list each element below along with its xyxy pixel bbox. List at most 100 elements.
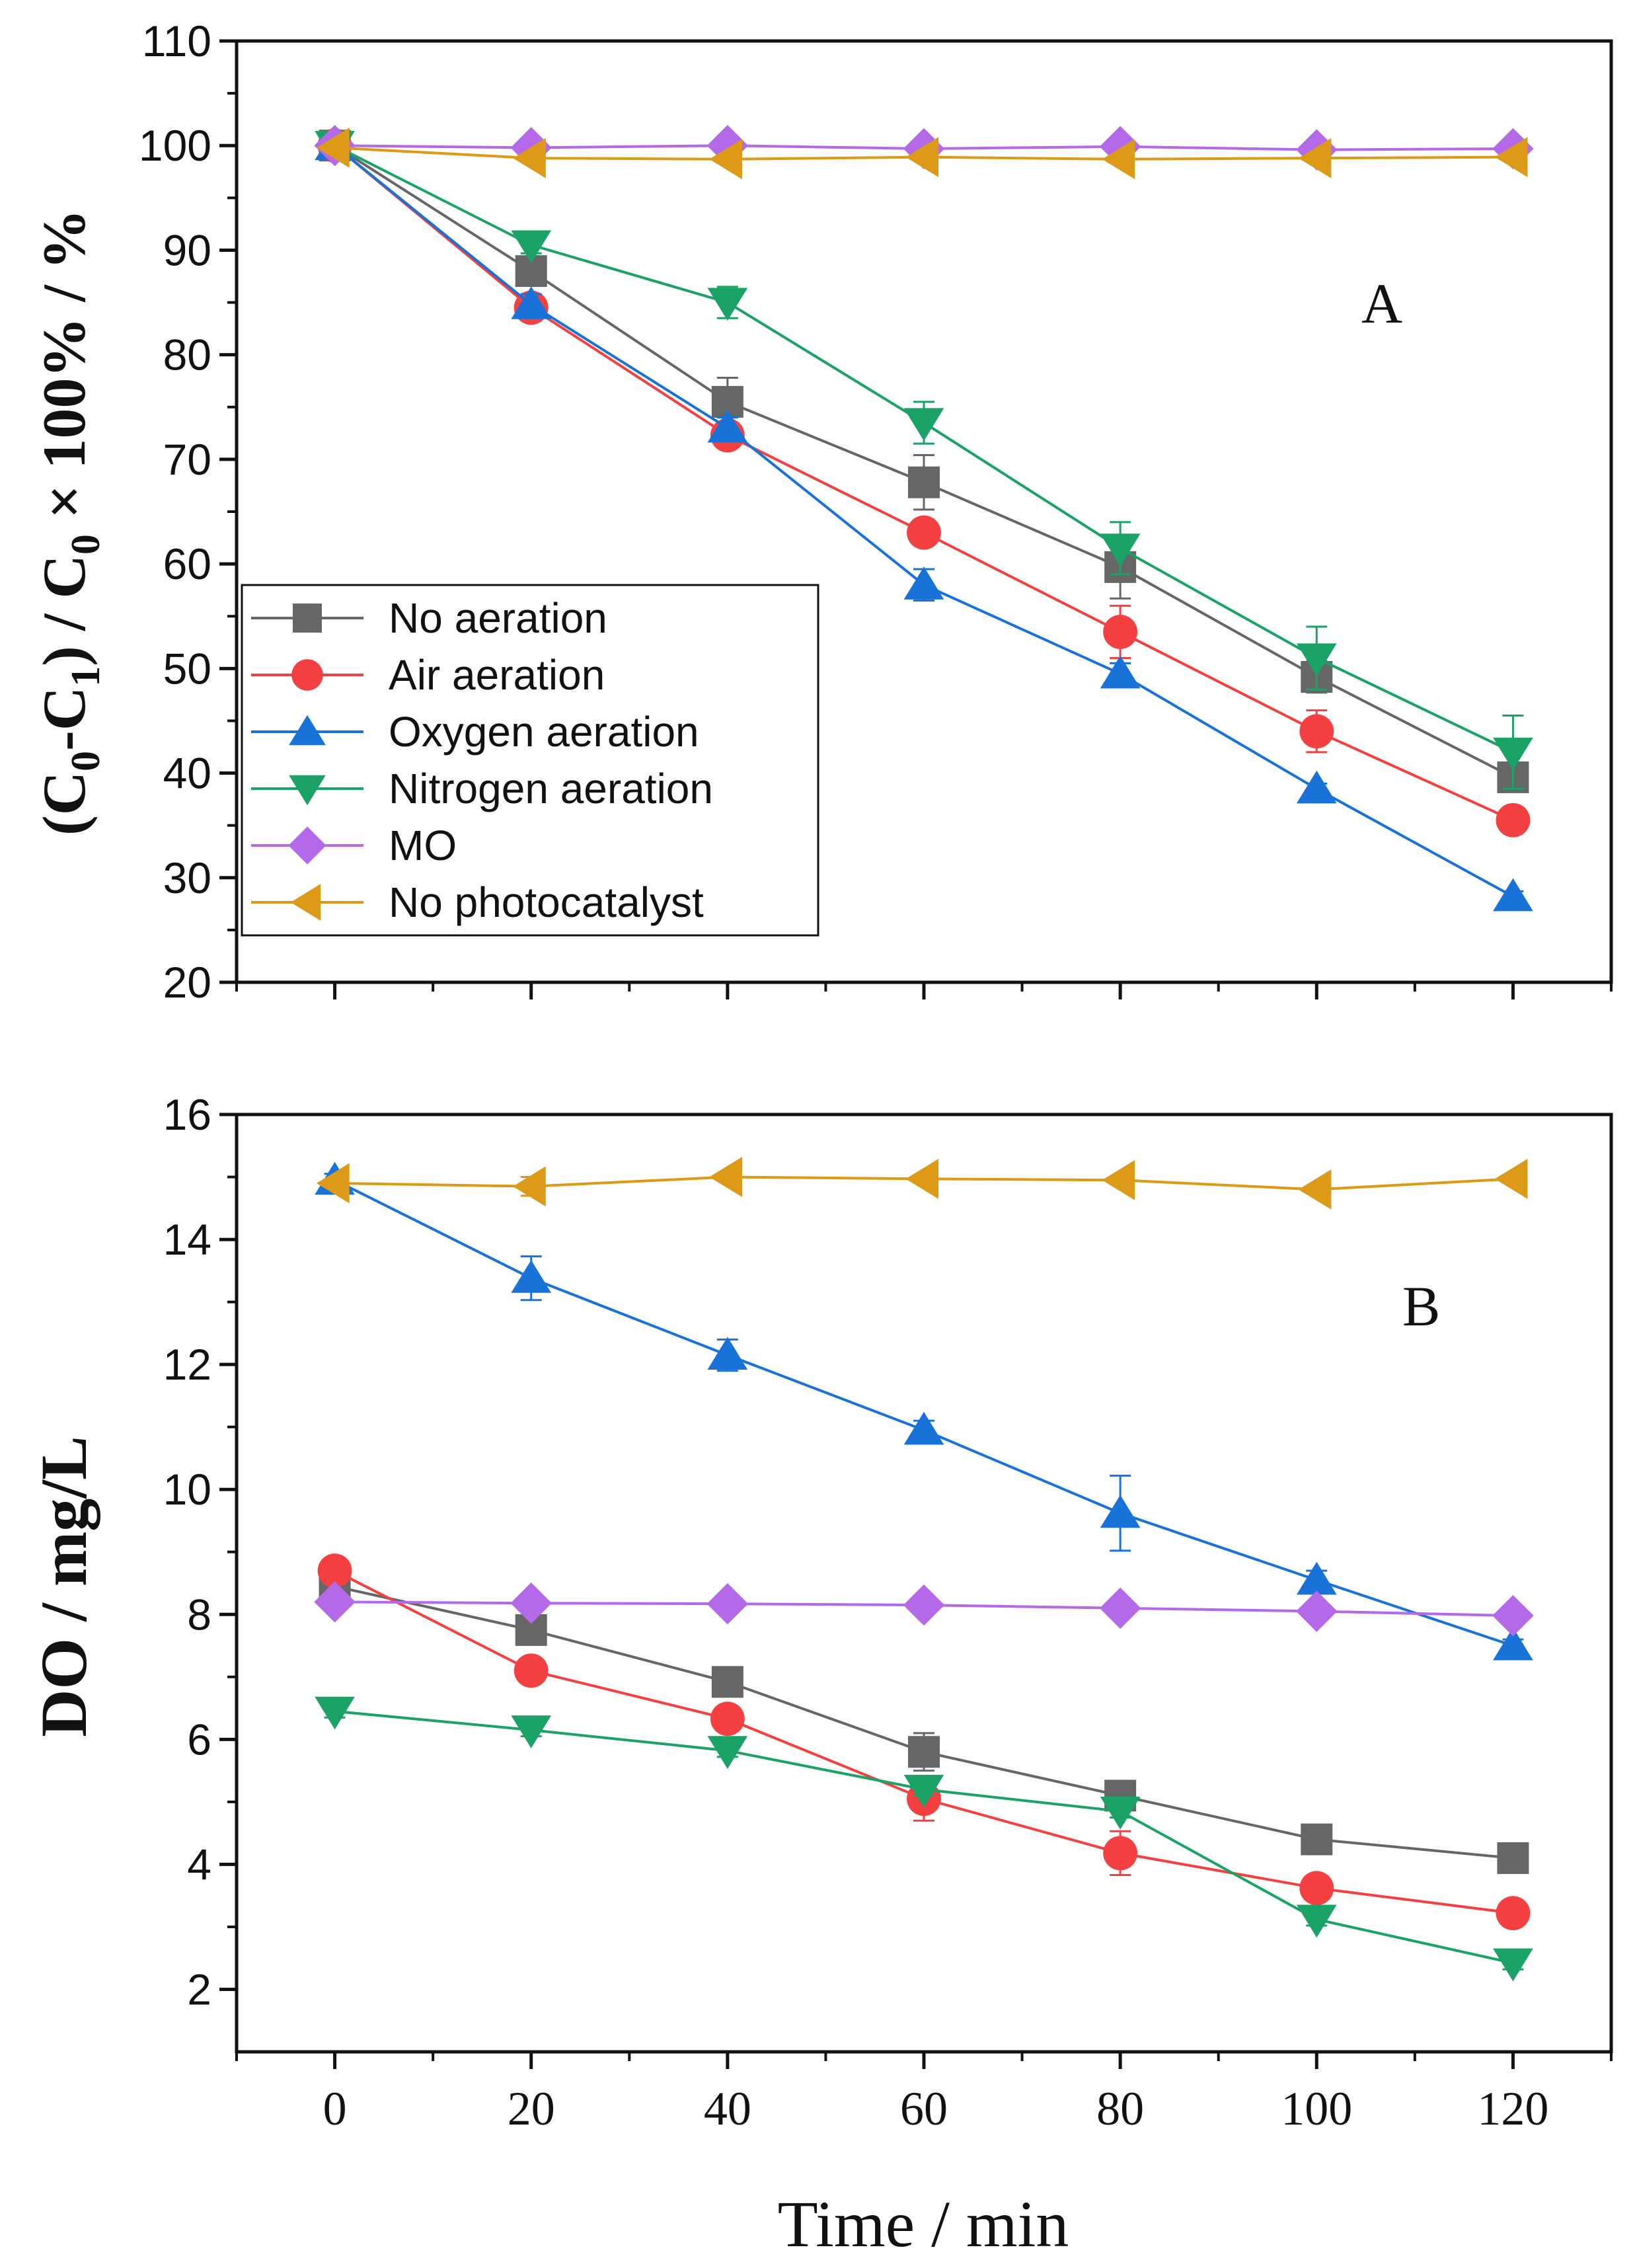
panel-a-y-axis-title: (C0-C1) / C0 × 100% / %	[30, 209, 108, 836]
y-tick-label: 90	[163, 225, 211, 274]
data-point	[1496, 1896, 1531, 1931]
legend: No aeration Air aeration Oxygen aeration Ni…	[241, 584, 819, 937]
y-tick-label: 110	[142, 17, 211, 65]
panel-a-letter: A	[1361, 272, 1402, 335]
ylabel-sub: 0	[63, 751, 108, 771]
data-point	[903, 567, 944, 600]
legend-item-mo: MO	[251, 822, 457, 869]
legend-marker	[289, 715, 326, 746]
panel-b-series	[314, 1157, 1534, 1982]
data-point	[707, 409, 748, 443]
legend-label: Nitrogen aeration	[389, 765, 713, 812]
data-point	[511, 286, 552, 319]
data-point	[317, 1553, 352, 1588]
series-no-photocatalyst	[316, 1157, 1528, 1210]
data-point	[315, 1696, 355, 1730]
data-point	[1102, 139, 1135, 180]
data-point	[1099, 126, 1141, 168]
y-tick-label: 50	[163, 644, 211, 693]
legend-box	[241, 584, 819, 937]
data-point	[510, 1583, 552, 1624]
x-tick-label: 80	[1096, 2082, 1144, 2135]
y-tick-label: 100	[139, 121, 211, 170]
data-point	[1493, 1948, 1533, 1982]
data-point	[1099, 1587, 1141, 1629]
data-point	[1296, 1561, 1337, 1595]
y-tick-label: 6	[187, 1715, 211, 1764]
data-point	[511, 1715, 552, 1748]
legend-item-oxygen-aeration: Oxygen aeration	[251, 708, 699, 756]
data-point	[1493, 737, 1533, 771]
y-tick-label: 12	[163, 1340, 211, 1389]
data-point	[511, 230, 552, 264]
y-tick-label: 10	[163, 1465, 211, 1514]
legend-label: Air aeration	[389, 651, 605, 699]
data-point	[707, 288, 748, 321]
ylabel-part: -C	[30, 687, 98, 751]
data-point	[709, 1157, 742, 1197]
panel-b-y-axis-title: DO / mg/L	[27, 1436, 100, 1737]
y-tick-label: 20	[163, 958, 211, 1007]
panel-a-axis-ticks: 20 30 40 50 60 70 80 90 100 110	[139, 17, 1613, 1007]
data-point	[908, 466, 940, 498]
legend-marker	[288, 826, 326, 865]
data-point	[1100, 533, 1141, 567]
data-point	[1494, 137, 1528, 177]
data-point	[1296, 1590, 1338, 1632]
ylabel-part: (C	[30, 771, 98, 836]
legend-marker	[293, 604, 322, 633]
legend-label: MO	[389, 822, 457, 869]
data-point	[513, 1166, 546, 1207]
data-point	[707, 1337, 748, 1370]
panel-b-letter: B	[1402, 1274, 1440, 1338]
legend-label: Oxygen aeration	[389, 708, 699, 756]
data-point	[1100, 655, 1141, 689]
y-tick-label: 80	[163, 331, 211, 379]
data-point	[1301, 1823, 1333, 1856]
data-point	[905, 1159, 939, 1199]
data-point	[1493, 1627, 1533, 1661]
ylabel-sub: 0	[63, 534, 108, 555]
data-point	[1100, 1796, 1141, 1830]
x-tick-label: 20	[508, 2082, 555, 2135]
legend-item-no-photocatalyst: No photocatalyst	[251, 879, 704, 926]
y-tick-label: 30	[163, 853, 211, 902]
data-point	[903, 1411, 944, 1445]
legend-item-air-aeration: Air aeration	[251, 651, 605, 699]
x-tick-label: 60	[900, 2082, 948, 2135]
y-tick-label: 14	[163, 1215, 211, 1264]
series-no-photocatalyst	[316, 128, 1528, 180]
data-point	[1299, 714, 1334, 749]
panel-a-series	[314, 125, 1534, 912]
legend-item-no-aeration: No aeration	[251, 594, 607, 642]
data-point	[316, 128, 350, 168]
legend-item-nitrogen-aeration: Nitrogen aeration	[251, 765, 713, 812]
ylabel-part: ) / C	[30, 555, 98, 666]
data-point	[903, 1584, 945, 1626]
data-point	[1497, 1842, 1529, 1874]
ylabel-part: × 100% / %	[30, 209, 98, 534]
data-point	[711, 1666, 743, 1698]
data-point	[1298, 137, 1332, 178]
legend-marker	[291, 659, 323, 691]
series-nitrogen-aeration	[315, 1696, 1533, 1982]
x-tick-label: 0	[323, 2082, 347, 2135]
data-point	[1296, 770, 1337, 804]
y-tick-label: 8	[187, 1590, 211, 1639]
data-point	[1492, 1594, 1534, 1637]
data-point	[1494, 1159, 1528, 1199]
data-point	[1102, 1159, 1135, 1200]
y-tick-label: 4	[187, 1840, 211, 1889]
data-point	[1299, 1871, 1334, 1906]
data-point	[1298, 1169, 1332, 1210]
data-point	[1103, 1836, 1138, 1871]
y-tick-label: 70	[163, 435, 211, 484]
data-point	[707, 1736, 748, 1769]
data-point	[905, 137, 939, 177]
data-point	[903, 1774, 944, 1808]
data-point	[1103, 615, 1138, 649]
data-point	[316, 1163, 350, 1204]
